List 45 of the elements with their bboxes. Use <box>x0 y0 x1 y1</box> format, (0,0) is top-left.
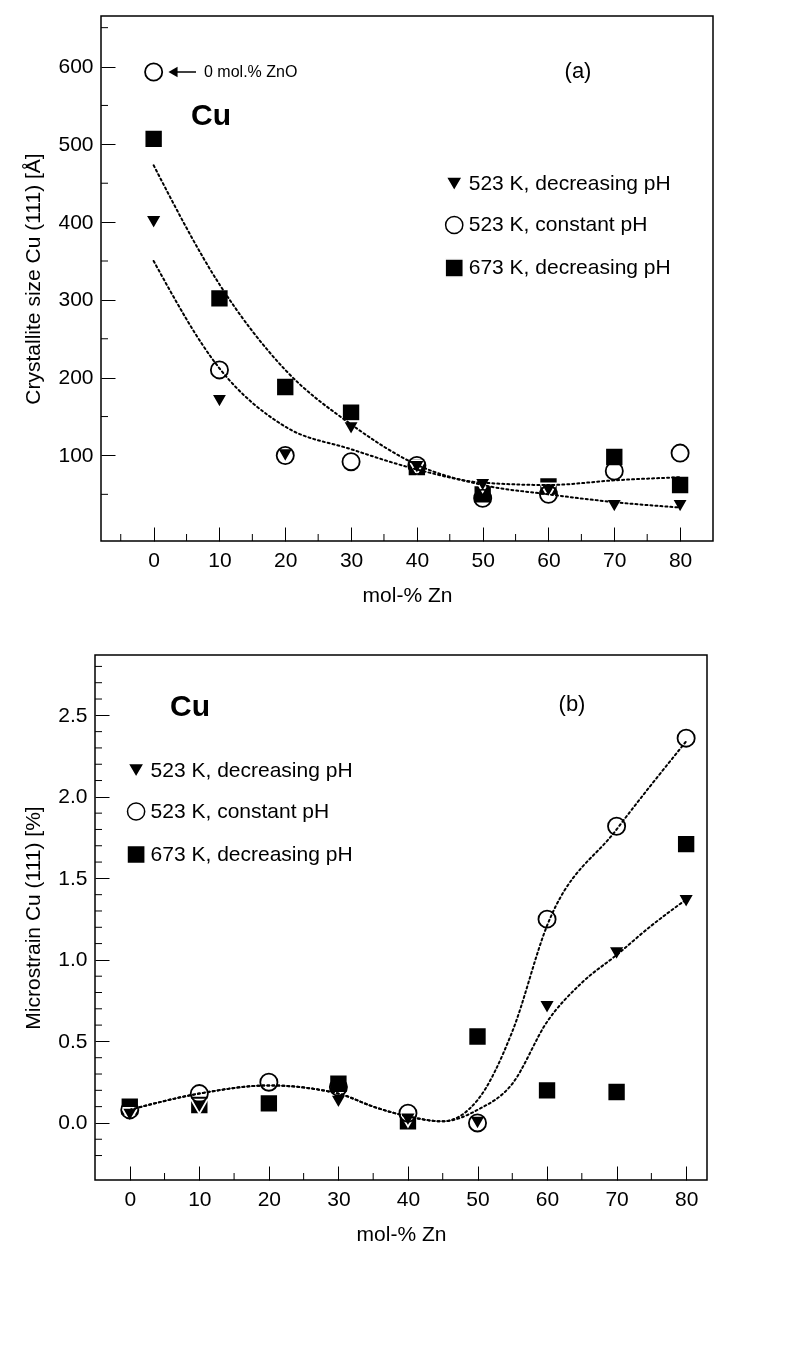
legend-label: 523 K, decreasing pH <box>150 757 353 781</box>
y-axis-title: Crystallite size Cu (111) [Å] <box>21 153 45 405</box>
x-tick-label: 50 <box>466 1186 490 1210</box>
y-tick-label: 100 <box>58 442 94 466</box>
x-tick-label: 40 <box>396 1186 421 1210</box>
legend-label: 673 K, decreasing pH <box>468 255 671 278</box>
x-tick-label: 0 <box>124 1186 137 1210</box>
y-tick-label: 2.5 <box>58 702 88 726</box>
x-tick-label: 50 <box>471 547 495 571</box>
annotation: Cu <box>170 689 210 722</box>
y-tick-label: 0.5 <box>58 1028 88 1052</box>
y-tick-label: 600 <box>58 54 94 78</box>
x-tick-label: 70 <box>603 547 627 571</box>
y-tick-label: 1.5 <box>58 865 88 889</box>
x-tick-label: 70 <box>605 1186 629 1210</box>
x-tick-label: 10 <box>208 547 232 571</box>
x-tick-label: 0 <box>148 547 160 571</box>
y-tick-label: 500 <box>58 131 94 155</box>
x-tick-label: 80 <box>668 547 693 571</box>
annotation: Cu <box>191 98 231 131</box>
x-tick-label: 60 <box>535 1186 560 1210</box>
y-tick-label: 300 <box>58 287 94 311</box>
y-tick-label: 1.0 <box>58 947 88 971</box>
annotation: (a) <box>564 58 592 83</box>
y-tick-label: 2.0 <box>58 784 88 808</box>
legend-label: 523 K, constant pH <box>468 212 648 235</box>
x-axis-title: mol-% Zn <box>356 1221 447 1245</box>
x-tick-label: 60 <box>537 547 561 571</box>
x-tick-label: 30 <box>339 547 364 571</box>
x-tick-label: 40 <box>405 547 430 571</box>
y-tick-label: 400 <box>58 209 94 233</box>
x-tick-label: 20 <box>257 1186 282 1210</box>
annotation: (b) <box>558 691 586 716</box>
x-tick-label: 30 <box>327 1186 351 1210</box>
legend-label: 523 K, constant pH <box>150 798 330 822</box>
y-tick-label: 200 <box>58 365 94 389</box>
legend-label: 523 K, decreasing pH <box>468 171 671 194</box>
x-axis-title: mol-% Zn <box>362 582 453 606</box>
x-tick-label: 20 <box>274 547 298 571</box>
annotation: 0 mol.% ZnO <box>204 63 298 80</box>
x-tick-label: 80 <box>674 1186 699 1210</box>
y-axis-title: Microstrain Cu (111) [%] <box>21 806 45 1030</box>
y-tick-label: 0.0 <box>58 1110 88 1134</box>
x-tick-label: 10 <box>188 1186 212 1210</box>
legend-label: 673 K, decreasing pH <box>150 841 353 865</box>
